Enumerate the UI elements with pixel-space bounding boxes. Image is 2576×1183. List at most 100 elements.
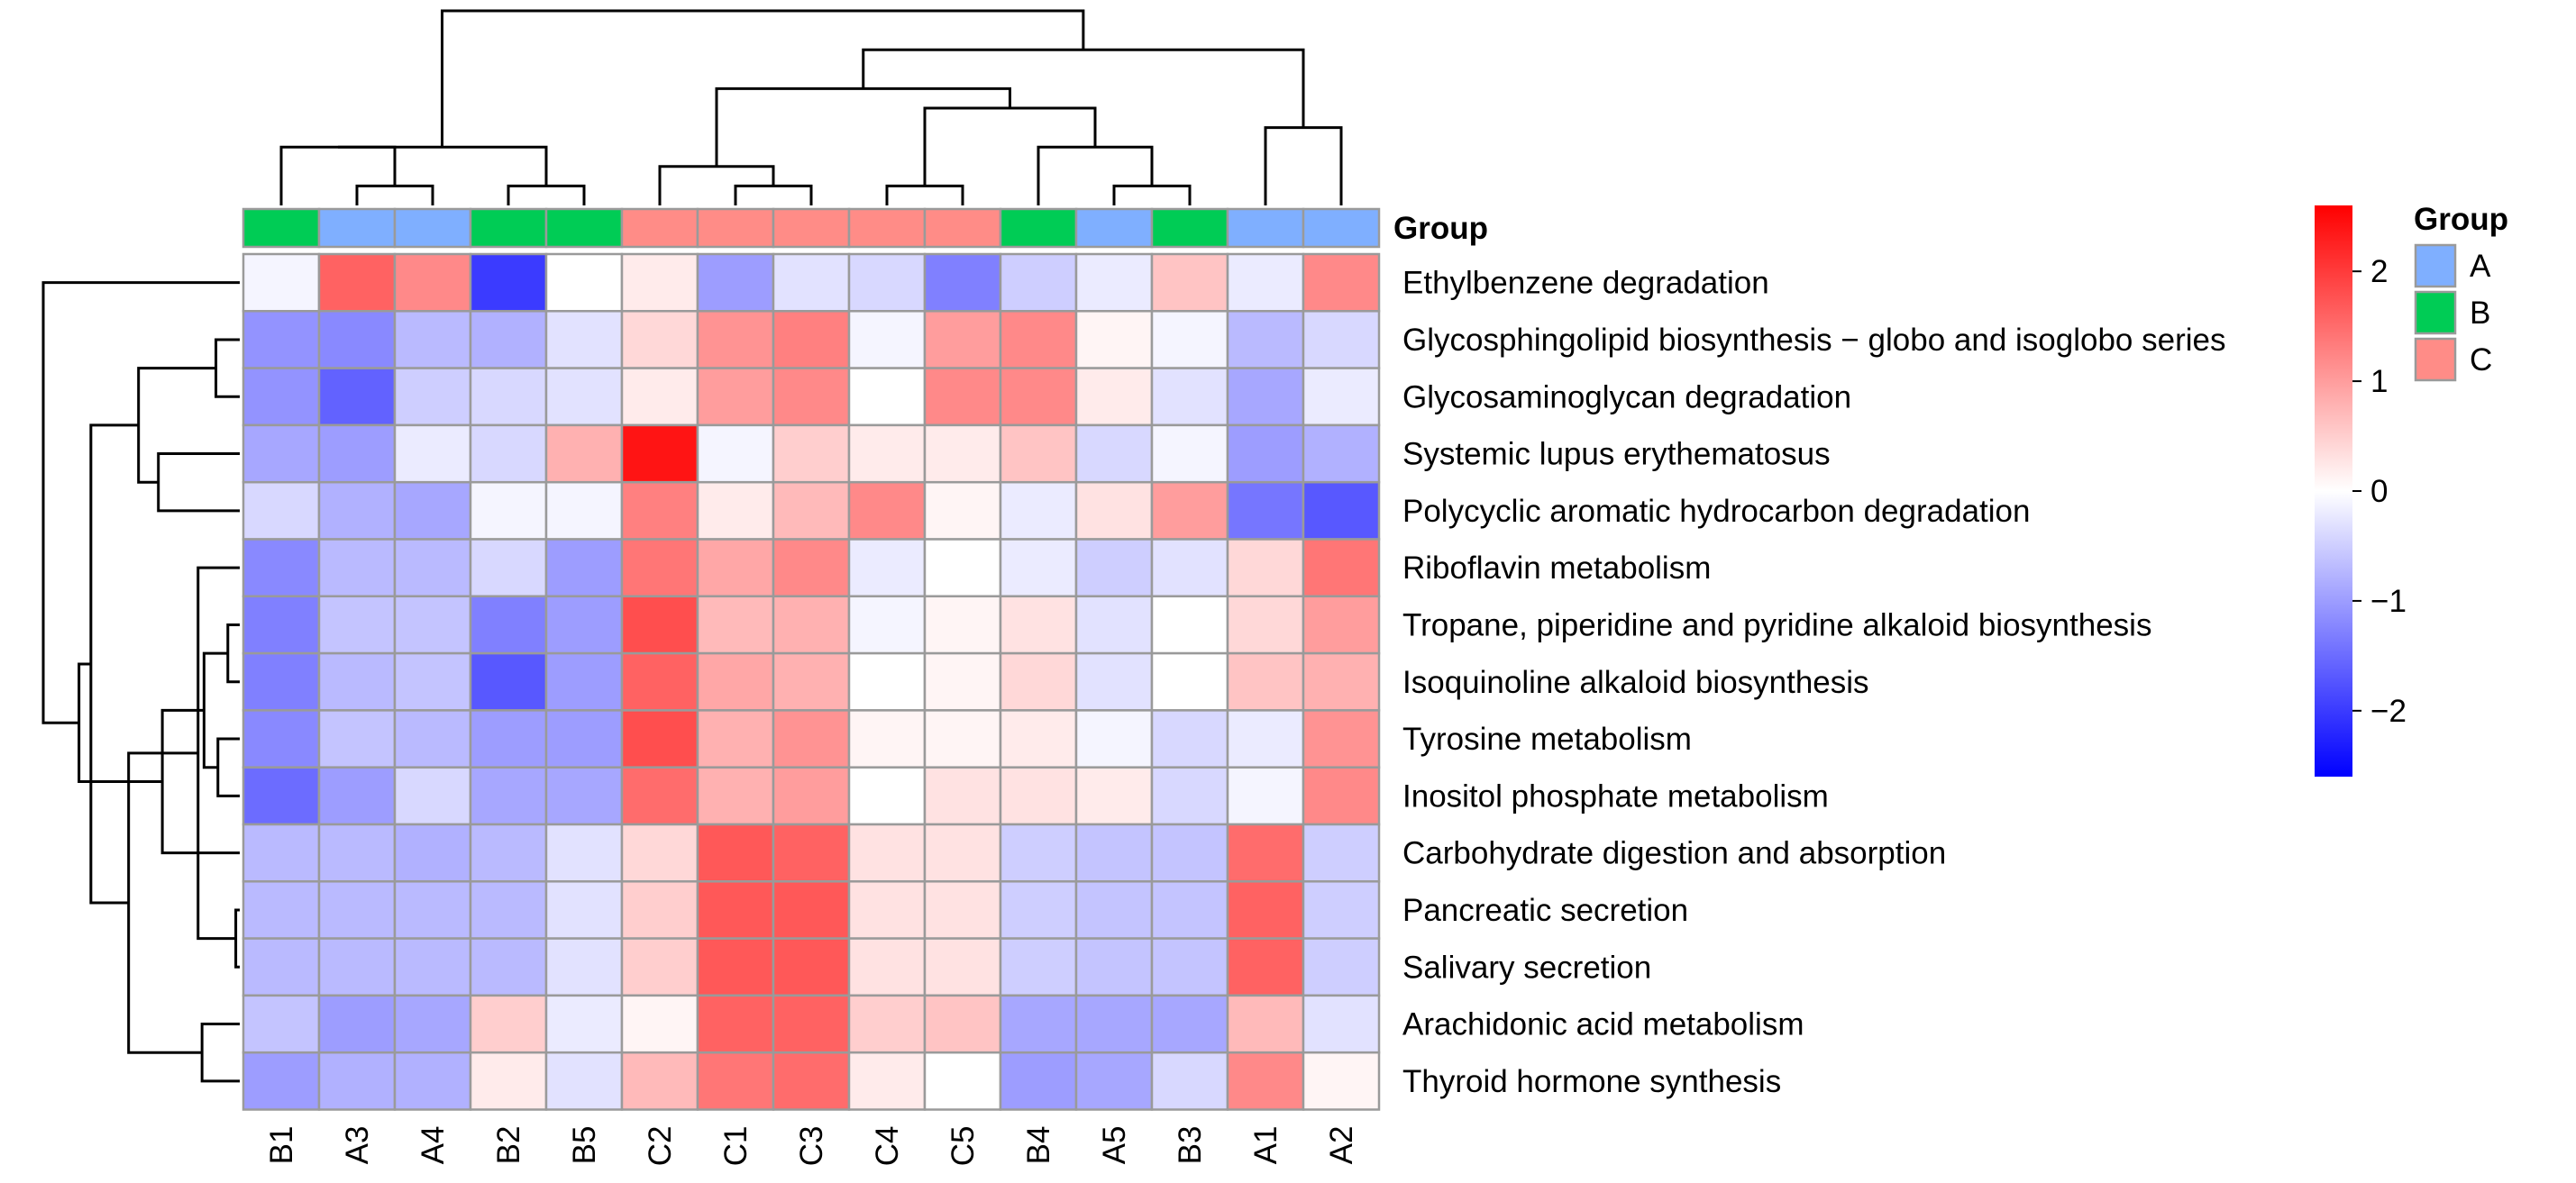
heatmap-cell <box>1226 538 1305 598</box>
heatmap-cell <box>544 823 624 883</box>
column-label: C1 <box>718 1126 754 1167</box>
column-label: A5 <box>1097 1126 1132 1165</box>
group-legend-label: B <box>2470 296 2490 331</box>
heatmap-cell <box>242 823 321 883</box>
heatmap-cell <box>923 994 1002 1054</box>
heatmap-cell <box>242 310 321 369</box>
heatmap-cell <box>1226 709 1305 769</box>
heatmap-cell <box>1074 880 1154 940</box>
heatmap-cell <box>1302 480 1381 541</box>
heatmap-cell <box>317 937 397 997</box>
heatmap-cell <box>1150 423 1229 484</box>
heatmap-cell <box>620 937 699 997</box>
heatmap-cell <box>1302 423 1381 484</box>
heatmap-cell <box>847 823 927 883</box>
heatmap-cell <box>999 823 1078 883</box>
dendrogram-branch <box>157 452 240 513</box>
group-legend-swatch <box>2414 243 2457 288</box>
heatmap-cell <box>847 709 927 769</box>
heatmap-cell <box>923 766 1002 826</box>
heatmap-cell <box>393 994 472 1054</box>
group-legend-swatch <box>2414 337 2457 382</box>
heatmap-cell <box>469 766 548 826</box>
dendrogram-branch <box>160 708 240 855</box>
row-label: Inositol phosphate metabolism <box>1402 778 1829 814</box>
heatmap-cell <box>923 709 1002 769</box>
heatmap-cell <box>393 651 472 712</box>
heatmap-cell <box>1150 994 1229 1054</box>
heatmap-cell <box>847 538 927 598</box>
heatmap-cell <box>393 823 472 883</box>
heatmap-cell <box>1226 937 1305 997</box>
heatmap-cell <box>393 538 472 598</box>
heatmap-cell <box>620 480 699 541</box>
heatmap-cell <box>1074 937 1154 997</box>
heatmap-cell <box>1302 709 1381 769</box>
heatmap-cell <box>696 994 775 1054</box>
heatmap-cell <box>1074 538 1154 598</box>
heatmap-cell <box>317 252 397 313</box>
dendrogram-branch <box>338 145 548 187</box>
heatmap-cell <box>1074 1051 1154 1111</box>
heatmap-cell <box>469 1051 548 1111</box>
group-legend-label: C <box>2470 342 2492 378</box>
dendrogram-branch <box>89 423 139 905</box>
heatmap-cell <box>1302 937 1381 997</box>
dendrogram-branch <box>507 184 586 205</box>
dendrogram-branch <box>226 623 240 684</box>
heatmap-cell <box>999 310 1078 369</box>
heatmap-cell <box>317 1051 397 1111</box>
heatmap-cell <box>1226 880 1305 940</box>
heatmap-cell <box>317 595 397 655</box>
heatmap-cell <box>696 480 775 541</box>
heatmap-cell <box>1226 994 1305 1054</box>
heatmap-cell <box>544 367 624 427</box>
dendrogram-branch <box>1264 126 1343 205</box>
column-label: B2 <box>491 1126 526 1165</box>
heatmap-cell <box>544 994 624 1054</box>
heatmap-cell <box>544 651 624 712</box>
heatmap-cell <box>469 595 548 655</box>
heatmap-cell <box>1150 595 1229 655</box>
heatmap-cell <box>999 880 1078 940</box>
heatmap-cell <box>923 538 1002 598</box>
heatmap-cell <box>999 538 1078 598</box>
heatmap-cell <box>1074 823 1154 883</box>
dendrogram-branch <box>1112 184 1192 205</box>
dendrogram-branch <box>1037 145 1154 205</box>
heatmap-cell <box>393 1051 472 1111</box>
group-annotation-cell <box>317 207 397 249</box>
heatmap-cell <box>1150 367 1229 427</box>
heatmap-cell <box>999 367 1078 427</box>
dendrogram-branch <box>137 367 216 484</box>
row-dendrogram <box>41 281 240 1083</box>
heatmap-cell <box>999 423 1078 484</box>
group-annotation-cell <box>999 207 1078 249</box>
dendrogram-branch <box>885 184 964 205</box>
heatmap-cell <box>847 252 927 313</box>
heatmap-cell <box>1226 310 1305 369</box>
heatmap-cell <box>847 595 927 655</box>
dendrogram-branch <box>41 281 240 724</box>
heatmap-cell <box>1302 252 1381 313</box>
heatmap-cell <box>544 766 624 826</box>
heatmap-cell <box>1150 937 1229 997</box>
heatmap-cell <box>317 367 397 427</box>
heatmap-cell <box>772 480 851 541</box>
heatmap-cell <box>1226 367 1305 427</box>
heatmap-cell <box>620 367 699 427</box>
row-label: Glycosphingolipid biosynthesis − globo a… <box>1402 323 2226 358</box>
heatmap-cell <box>317 994 397 1054</box>
heatmap-cell <box>999 1051 1078 1111</box>
heatmap-cell <box>393 709 472 769</box>
heatmap-cell <box>696 937 775 997</box>
heatmap-cell <box>469 651 548 712</box>
heatmap-cell <box>1226 823 1305 883</box>
heatmap-cell <box>923 423 1002 484</box>
heatmap-cell <box>1074 766 1154 826</box>
heatmap-cell <box>847 994 927 1054</box>
column-label: B1 <box>264 1126 299 1165</box>
column-label: B3 <box>1173 1126 1208 1165</box>
heatmap-cell <box>696 310 775 369</box>
